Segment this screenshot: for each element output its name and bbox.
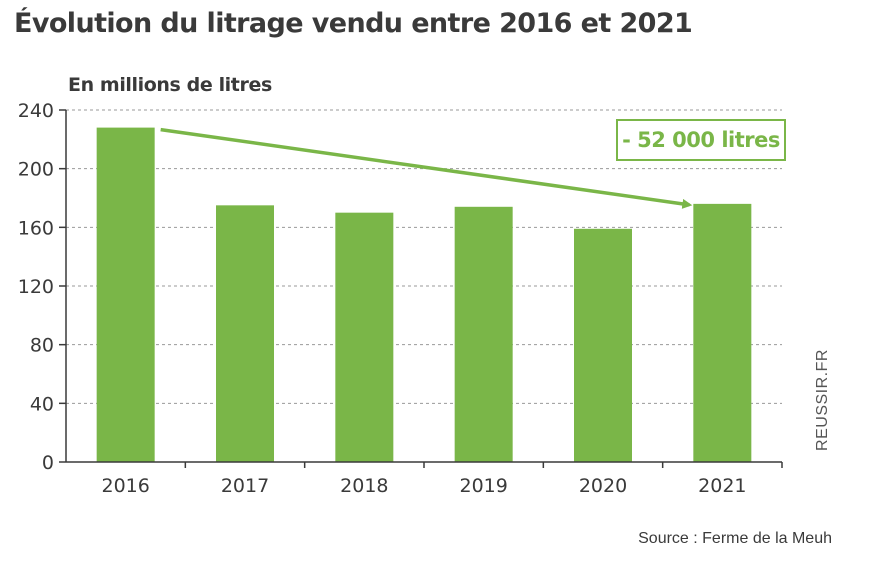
y-tick-label: 160 bbox=[18, 217, 54, 239]
credit-text: REUSSIR.FR bbox=[814, 349, 831, 451]
x-tick-label: 2016 bbox=[101, 475, 149, 497]
trend-arrow bbox=[160, 127, 693, 209]
bar-2016 bbox=[96, 127, 155, 462]
bar-2018 bbox=[335, 212, 394, 462]
gridlines bbox=[66, 109, 782, 404]
x-tick-label: 2018 bbox=[340, 475, 388, 497]
x-tick-label: 2019 bbox=[459, 475, 507, 497]
bar-2020 bbox=[574, 228, 632, 462]
x-tick-label: 2017 bbox=[221, 475, 269, 497]
credit-label: REUSSIR.FR bbox=[808, 330, 838, 470]
bars bbox=[96, 127, 752, 463]
chart-title: Évolution du litrage vendu entre 2016 et… bbox=[14, 8, 693, 39]
bar-2017 bbox=[216, 205, 274, 463]
y-tick-label: 200 bbox=[18, 159, 54, 181]
y-tick-label: 240 bbox=[18, 100, 54, 122]
bar-2021 bbox=[693, 203, 752, 462]
y-tick-label: 0 bbox=[42, 452, 54, 474]
annotation-badge: - 52 000 litres bbox=[616, 119, 786, 161]
source-note: Source : Ferme de la Meuh bbox=[638, 530, 832, 547]
bar-2019 bbox=[454, 206, 513, 462]
y-tick-label: 120 bbox=[18, 276, 54, 298]
y-tick-label: 40 bbox=[30, 393, 54, 415]
trend-arrow-line bbox=[160, 127, 693, 209]
y-axis-label: En millions de litres bbox=[68, 74, 272, 96]
y-tick-label: 80 bbox=[30, 335, 54, 357]
x-tick-label: 2020 bbox=[579, 475, 627, 497]
x-tick-label: 2021 bbox=[698, 475, 746, 497]
axes: 0 40 80 120 160 200 240 2016 2017 2018 2019 2020 202… bbox=[18, 100, 783, 497]
